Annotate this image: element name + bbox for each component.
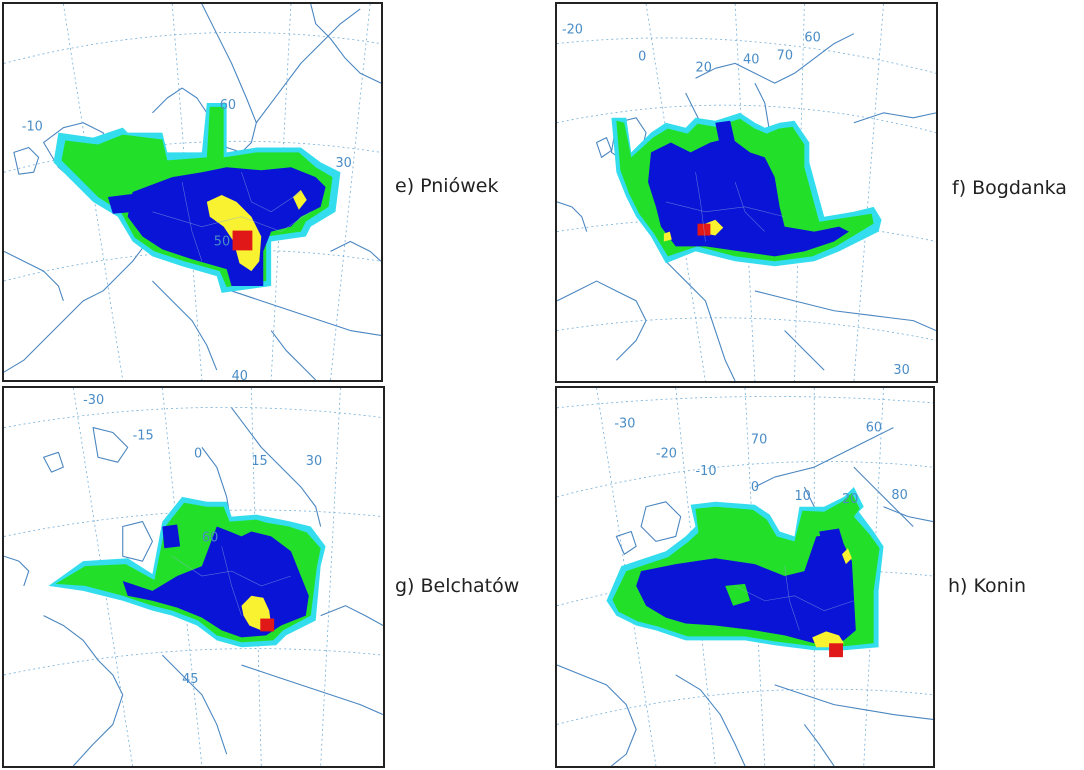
plume-blue-arm <box>715 120 736 148</box>
coastline <box>557 427 933 766</box>
grid-label: 15 <box>251 454 267 469</box>
map-konin: -30 -20 -10 0 10 20 70 80 60 <box>557 388 933 766</box>
graticule-labels: -10 60 30 50 40 <box>22 98 352 380</box>
grid-label: 60 <box>202 530 218 545</box>
grid-label: 20 <box>696 60 712 75</box>
plume-blue-arm <box>107 193 135 214</box>
grid-label: -10 <box>696 464 717 479</box>
plume-yellow-spot <box>663 231 672 242</box>
concentration-plume <box>606 486 884 658</box>
grid-label: 0 <box>194 446 202 461</box>
grid-label: 0 <box>751 480 759 495</box>
concentration-plume <box>611 112 882 267</box>
map-panel-bogdanka: -20 0 20 40 70 60 30 <box>555 2 938 383</box>
grid-label: 30 <box>335 156 351 171</box>
concentration-plume <box>48 496 326 648</box>
grid-label: 60 <box>804 31 820 46</box>
graticule-labels: -20 0 20 40 70 60 30 <box>562 23 910 378</box>
grid-label: 40 <box>232 369 248 380</box>
country-borders <box>152 172 311 262</box>
grid-label: 10 <box>794 489 810 504</box>
grid-label: 80 <box>891 488 907 503</box>
grid-label: -10 <box>22 120 43 135</box>
grid-label: 70 <box>751 432 767 447</box>
graticule-labels: -30 -15 0 15 30 60 45 <box>83 393 322 687</box>
caption-belchatow: g) Belchatów <box>395 575 520 597</box>
grid-label: -15 <box>133 428 154 443</box>
map-bogdanka: -20 0 20 40 70 60 30 <box>557 4 936 381</box>
country-borders <box>665 172 785 242</box>
grid-label: 50 <box>214 234 230 249</box>
plume-yellow-spot <box>841 548 852 565</box>
grid-label: -30 <box>83 393 104 408</box>
grid-label: -20 <box>562 23 583 38</box>
grid-label: -30 <box>614 417 635 432</box>
caption-bogdanka: f) Bogdanka <box>952 177 1067 199</box>
source-marker <box>260 618 275 632</box>
grid-label: 60 <box>220 98 236 113</box>
grid-label: 30 <box>306 454 322 469</box>
grid-label: 45 <box>182 672 198 687</box>
map-pniowek: -10 60 30 50 40 <box>4 4 381 380</box>
grid-label: -20 <box>656 446 677 461</box>
map-panel-konin: -30 -20 -10 0 10 20 70 80 60 <box>555 386 935 768</box>
grid-label: 0 <box>638 49 646 64</box>
plume-blue <box>648 137 849 257</box>
source-marker <box>829 643 843 658</box>
plume-blue-arm <box>819 528 846 555</box>
country-borders <box>172 546 292 616</box>
source-marker <box>232 230 253 251</box>
grid-label: 70 <box>777 48 793 63</box>
concentration-plume <box>53 102 341 293</box>
map-belchatow: -30 -15 0 15 30 60 45 <box>4 388 383 766</box>
map-panel-pniowek: -10 60 30 50 40 <box>2 2 383 382</box>
grid-label: 40 <box>743 52 759 67</box>
plume-blue-arm <box>162 524 181 549</box>
caption-konin: h) Konin <box>948 575 1026 597</box>
map-panel-belchatow: -30 -15 0 15 30 60 45 <box>2 386 385 768</box>
grid-label: 30 <box>893 363 909 378</box>
country-borders <box>734 566 854 631</box>
caption-pniowek: e) Pniówek <box>395 175 499 197</box>
grid-label: 20 <box>842 492 858 507</box>
graticule-labels: -30 -20 -10 0 10 20 70 80 60 <box>614 417 907 507</box>
grid-label: 60 <box>866 421 882 436</box>
plume-green-patch <box>725 583 750 606</box>
